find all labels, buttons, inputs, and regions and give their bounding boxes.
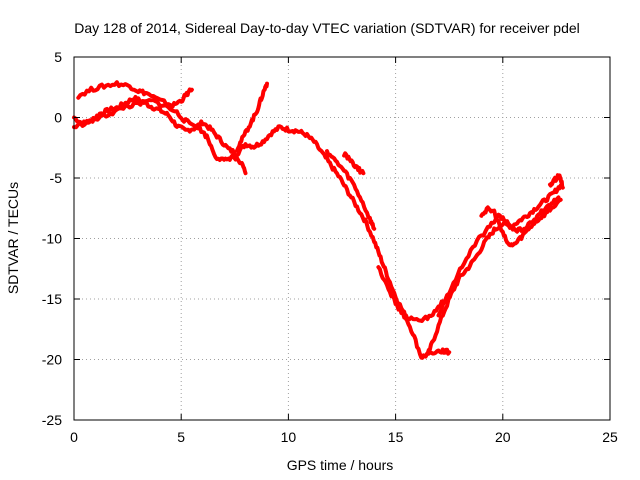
- y-tick-label: -25: [42, 412, 62, 428]
- series-layer: [72, 80, 565, 360]
- x-tick-label: 5: [177, 429, 185, 445]
- y-tick-label: 5: [54, 49, 62, 65]
- chart-title: Day 128 of 2014, Sidereal Day-to-day VTE…: [74, 20, 580, 36]
- series-line: [436, 195, 561, 318]
- x-tick-label: 0: [70, 429, 78, 445]
- x-tick-label: 25: [602, 429, 618, 445]
- x-tick-label: 10: [281, 429, 297, 445]
- series-line: [342, 151, 366, 176]
- series-line: [72, 94, 563, 360]
- y-tick-label: -5: [50, 170, 63, 186]
- series-line: [423, 347, 452, 359]
- series-line: [76, 80, 194, 109]
- y-tick-label: 0: [54, 110, 62, 126]
- y-tick-label: -10: [42, 231, 62, 247]
- tick-labels: 0 5 10 15 20 25 -25 -20 -15 -10 -5 0 5: [42, 49, 618, 445]
- y-tick-label: -20: [42, 352, 62, 368]
- y-tick-label: -15: [42, 291, 62, 307]
- series-line: [325, 149, 377, 231]
- x-tick-label: 15: [388, 429, 404, 445]
- y-axis-label: SDTVAR / TECUs: [5, 182, 21, 294]
- axis-ticks: [73, 56, 611, 421]
- x-axis-label: GPS time / hours: [287, 457, 394, 473]
- series-line: [548, 173, 565, 190]
- series-line: [479, 197, 563, 248]
- series-line: [234, 81, 269, 153]
- series-line: [72, 98, 248, 176]
- series-line: [376, 265, 445, 323]
- x-tick-label: 20: [495, 429, 511, 445]
